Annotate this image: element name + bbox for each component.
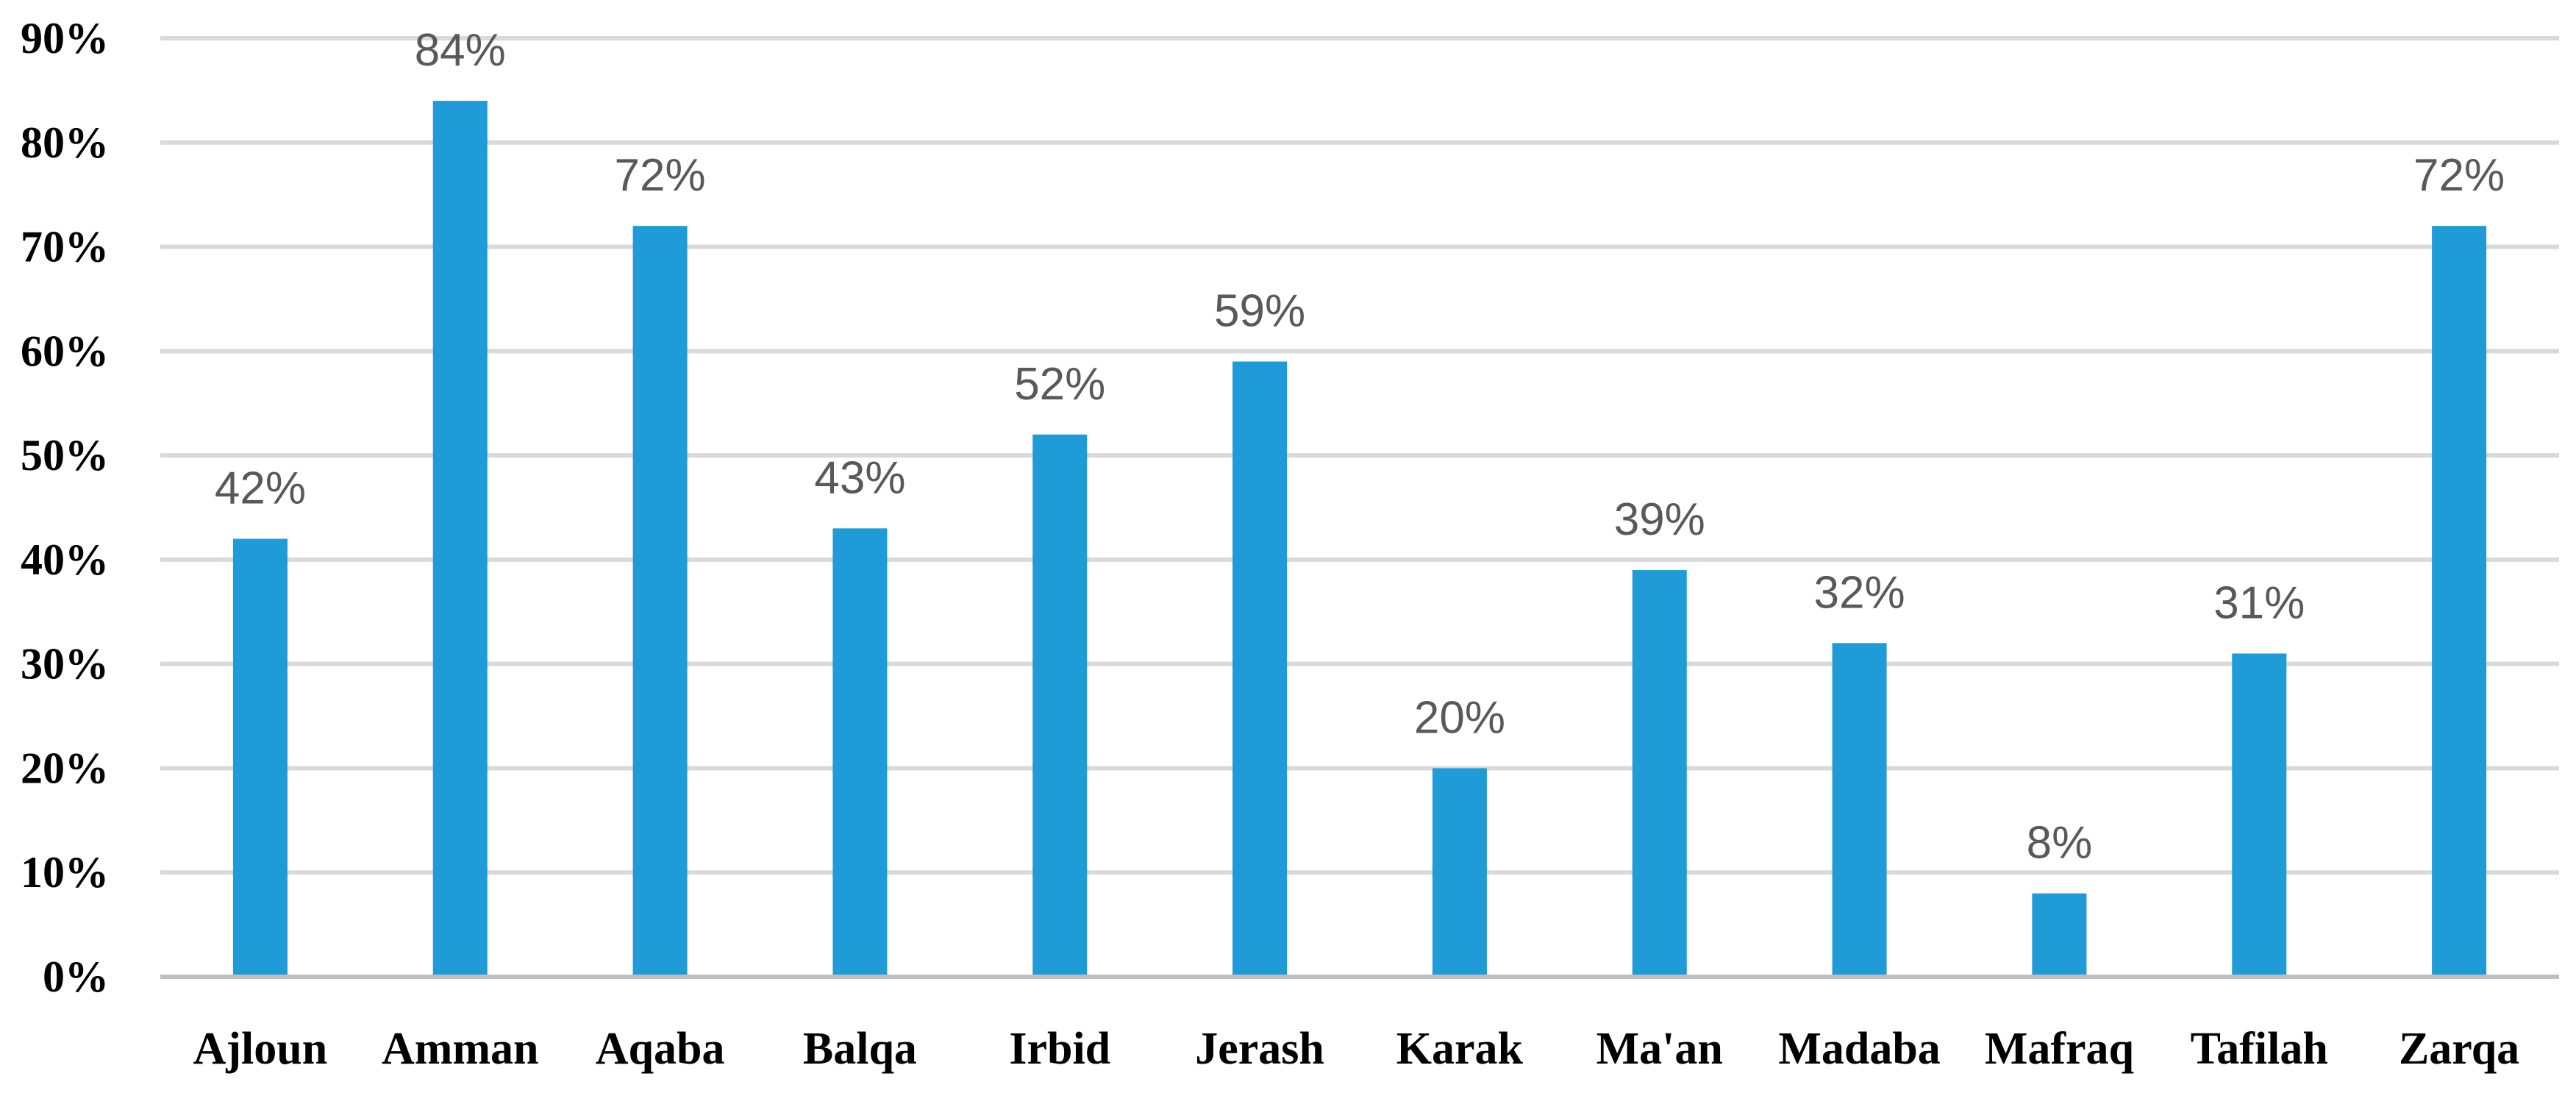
x-tick-label: Ma'an [1596, 1024, 1723, 1074]
data-label: 8% [2027, 818, 2093, 869]
x-axis-tick-labels: Ajloun Amman Aqaba Balqa Irbid Jerash Karak Ma'… [193, 1024, 2520, 1074]
bar-balqa [832, 528, 888, 977]
y-tick-label: 90% [21, 14, 109, 63]
bar-jerash [1232, 361, 1288, 977]
data-label: 84% [415, 25, 506, 76]
x-tick-label: Amman [382, 1024, 539, 1074]
x-tick-label: Zarqa [2399, 1024, 2519, 1074]
x-tick-label: Jerash [1195, 1024, 1324, 1074]
data-label: 31% [2213, 577, 2305, 628]
x-tick-label: Balqa [803, 1024, 917, 1074]
bar-aqaba [632, 226, 688, 977]
data-label: 20% [1414, 692, 1505, 743]
bar-amman [432, 101, 488, 978]
data-label: 52% [1014, 359, 1105, 410]
bar-mafraq [2032, 893, 2087, 977]
gridlines [160, 36, 2559, 875]
data-label: 72% [2413, 150, 2505, 201]
bar-zarqa [2432, 226, 2487, 977]
y-tick-label: 50% [21, 431, 109, 480]
x-tick-label: Ajloun [193, 1024, 328, 1074]
bars [232, 101, 2487, 978]
x-tick-label: Tafilah [2191, 1024, 2328, 1074]
data-label: 59% [1214, 286, 1305, 337]
x-tick-label: Irbid [1009, 1024, 1110, 1074]
y-tick-label: 0% [43, 953, 109, 1001]
data-label: 43% [814, 452, 905, 503]
data-labels: 42% 84% 72% 43% 52% 59% 20% 39% 32% 8% 31% 72% [215, 25, 2505, 869]
data-label: 39% [1614, 494, 1705, 545]
x-tick-label: Karak [1396, 1024, 1524, 1074]
data-label: 42% [215, 463, 306, 514]
x-tick-label: Mafraq [1985, 1024, 2134, 1074]
bar-karak [1432, 768, 1487, 977]
data-label: 72% [615, 150, 706, 201]
y-tick-label: 40% [21, 535, 109, 584]
y-tick-label: 10% [21, 848, 109, 897]
y-tick-label: 60% [21, 327, 109, 375]
bar-irbid [1032, 434, 1088, 977]
data-label: 32% [1814, 567, 1905, 618]
x-tick-label: Madaba [1778, 1024, 1940, 1074]
y-axis-tick-labels: 0% 10% 20% 30% 40% 50% 60% 70% 80% 90% [21, 14, 109, 1001]
y-tick-label: 30% [21, 640, 109, 688]
bar-ma-an [1632, 570, 1687, 977]
bar-madaba [1832, 643, 1887, 977]
bar-ajloun [232, 538, 288, 977]
y-tick-label: 70% [21, 223, 109, 271]
x-tick-label: Aqaba [596, 1024, 725, 1074]
bar-tafilah [2232, 653, 2287, 977]
y-tick-label: 20% [21, 744, 109, 792]
y-tick-label: 80% [21, 118, 109, 167]
